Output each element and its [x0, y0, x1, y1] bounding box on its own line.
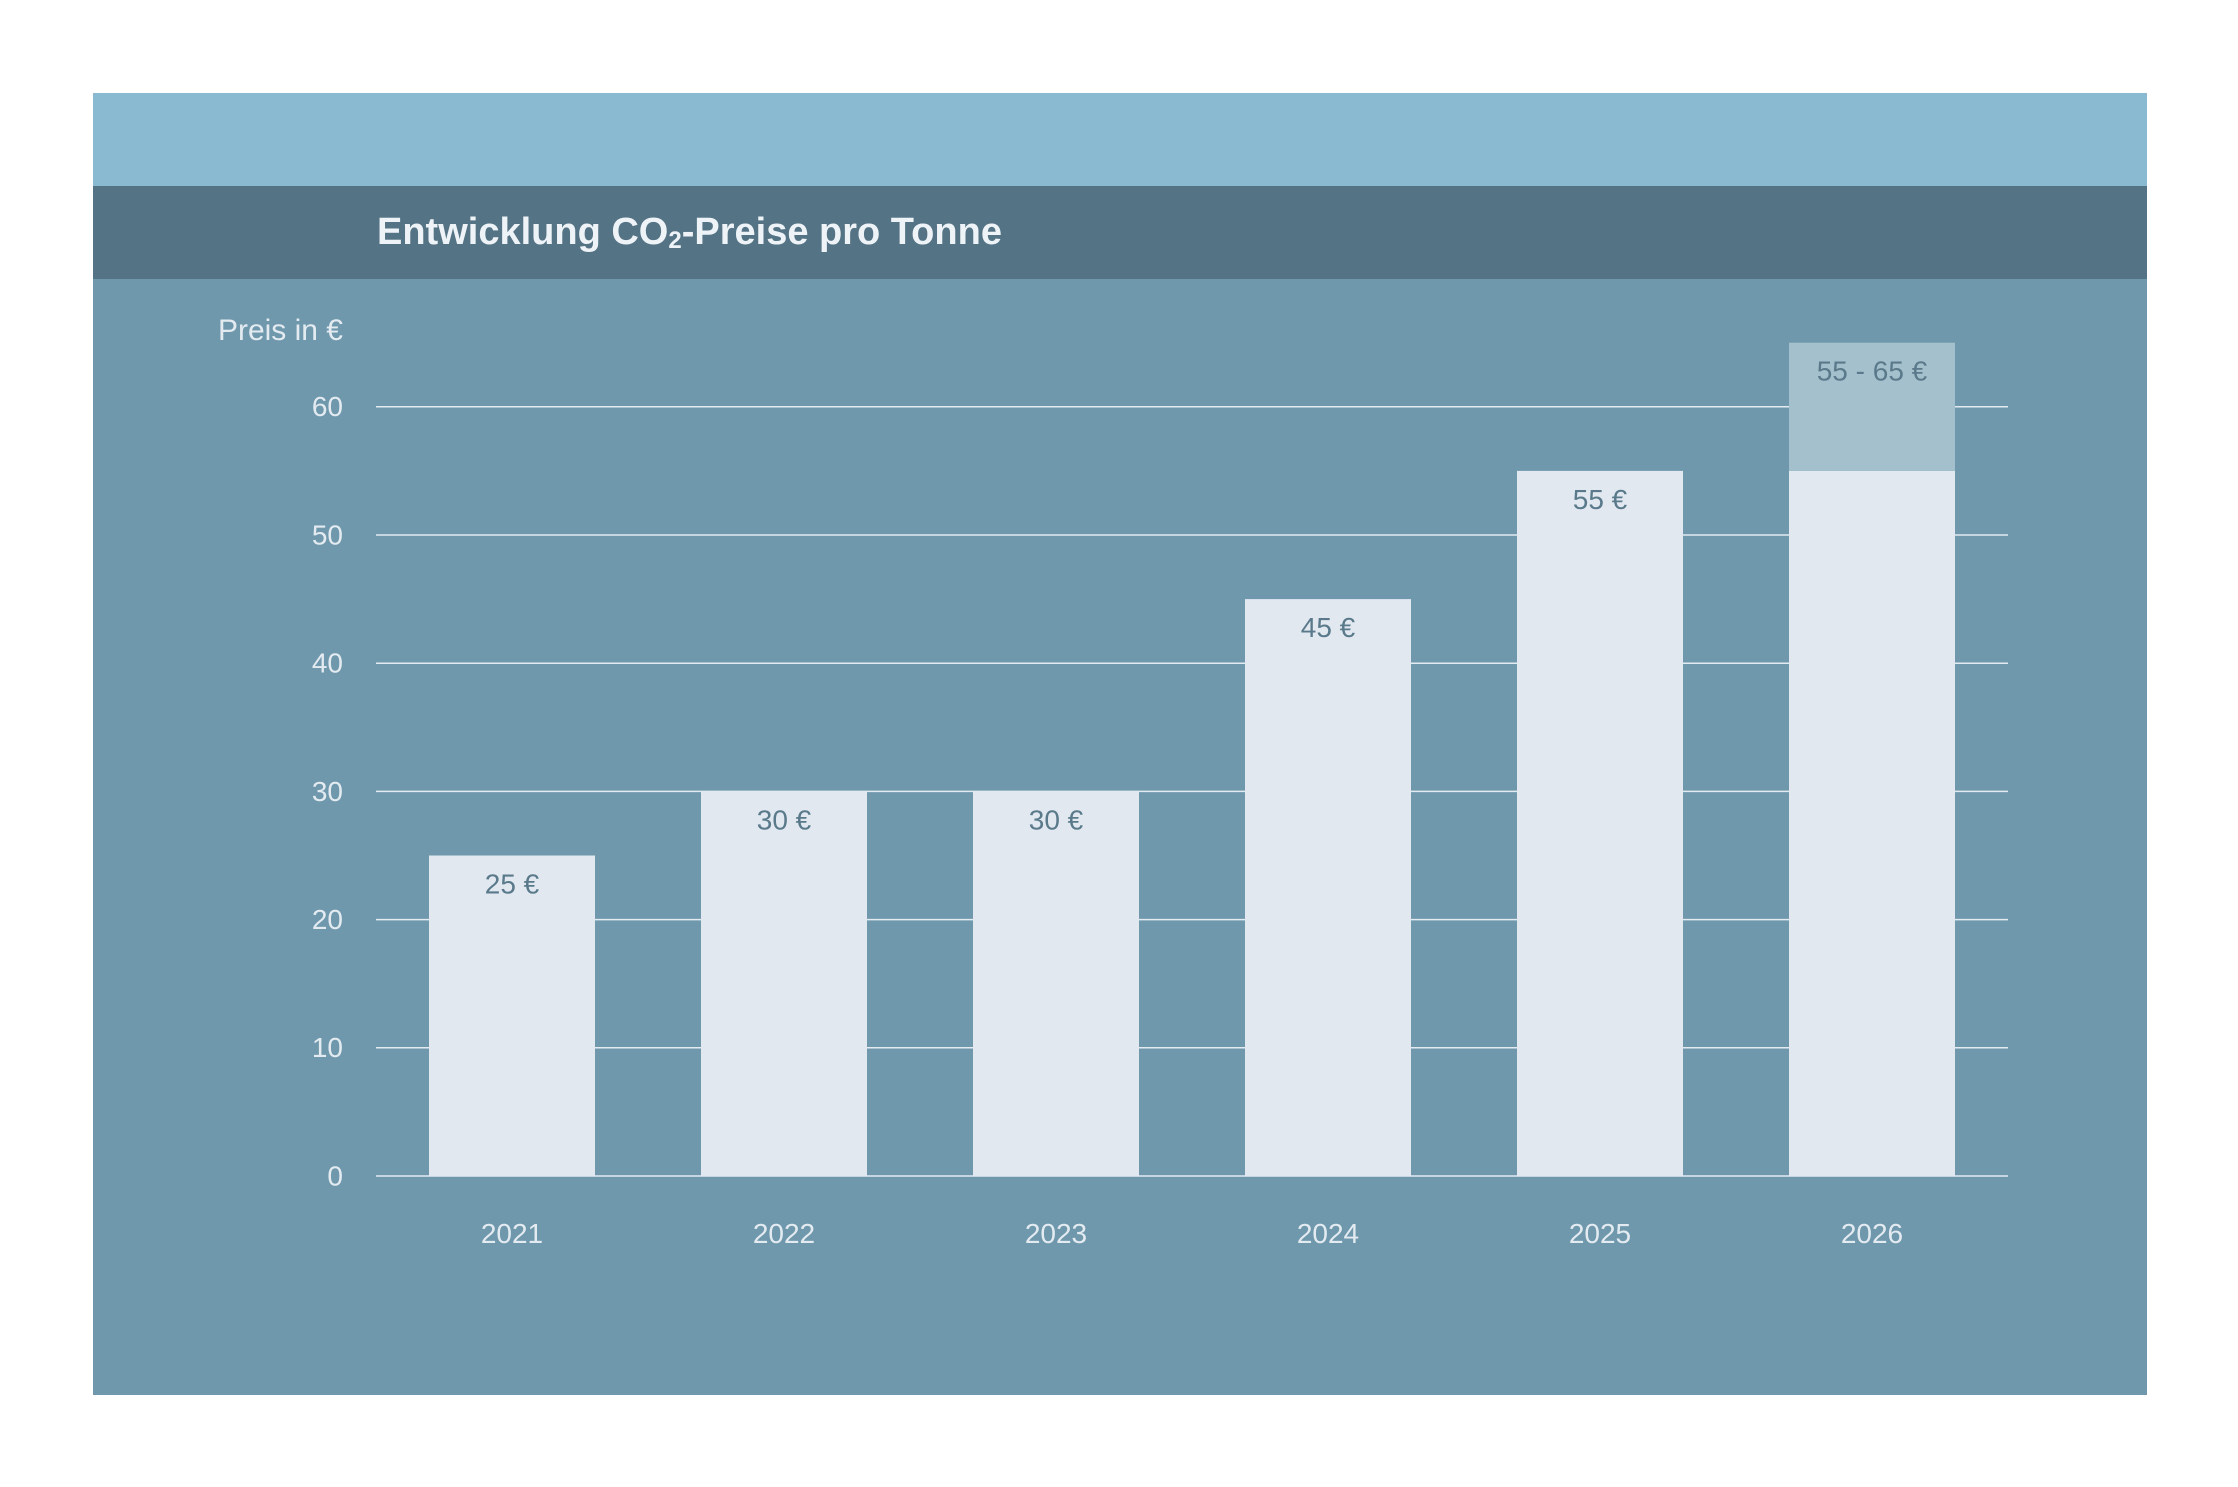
- chart-title-main: Entwicklung CO: [377, 211, 669, 253]
- labels: 0 10 20 30 40 50 60 25 € 2021 30 € 2022 30 € 2023 45 …: [312, 356, 1928, 1249]
- y-tick-label-20: 20: [312, 904, 343, 935]
- y-axis-label: Preis in €: [218, 314, 343, 347]
- range-bar-2026: [1789, 342, 1955, 471]
- top-band: [93, 93, 2147, 186]
- data-label-2026: 55 - 65 €: [1817, 356, 1928, 387]
- x-tick-label-2024: 2024: [1297, 1218, 1359, 1249]
- bar-2023: [973, 791, 1139, 1176]
- chart-card: Entwicklung CO2-Preise pro Tonne 0 10 20 30…: [93, 93, 2147, 1395]
- title-bar: Entwicklung CO2-Preise pro Tonne: [93, 186, 2147, 279]
- y-tick-label-50: 50: [312, 519, 343, 550]
- x-tick-label-2026: 2026: [1841, 1218, 1903, 1249]
- y-tick-label-10: 10: [312, 1032, 343, 1063]
- data-label-2025: 55 €: [1573, 484, 1628, 515]
- data-label-2022: 30 €: [757, 804, 812, 835]
- bars: [429, 342, 1955, 1176]
- chart-title: Entwicklung CO2-Preise pro Tonne: [377, 186, 1002, 279]
- chart-title-rest: -Preise pro Tonne: [681, 211, 1002, 253]
- bar-2026: [1789, 470, 1955, 1176]
- x-tick-label-2023: 2023: [1025, 1218, 1087, 1249]
- gridlines: [376, 406, 2008, 1177]
- y-tick-label-30: 30: [312, 776, 343, 807]
- data-label-2021: 25 €: [485, 869, 540, 900]
- x-tick-label-2025: 2025: [1569, 1218, 1631, 1249]
- bar-2022: [701, 791, 867, 1176]
- bar-chart: 0 10 20 30 40 50 60 25 € 2021 30 € 2022 30 € 2023 45 …: [218, 314, 2008, 1249]
- y-tick-label-0: 0: [327, 1160, 343, 1191]
- bar-2025: [1517, 470, 1683, 1176]
- y-tick-label-40: 40: [312, 648, 343, 679]
- data-label-2024: 45 €: [1301, 612, 1356, 643]
- bar-2024: [1245, 599, 1411, 1176]
- bar-2021: [429, 855, 595, 1176]
- data-label-2023: 30 €: [1029, 804, 1084, 835]
- chart-title-subscript: 2: [668, 227, 682, 254]
- x-tick-label-2021: 2021: [481, 1218, 543, 1249]
- y-tick-label-60: 60: [312, 391, 343, 422]
- x-tick-label-2022: 2022: [753, 1218, 815, 1249]
